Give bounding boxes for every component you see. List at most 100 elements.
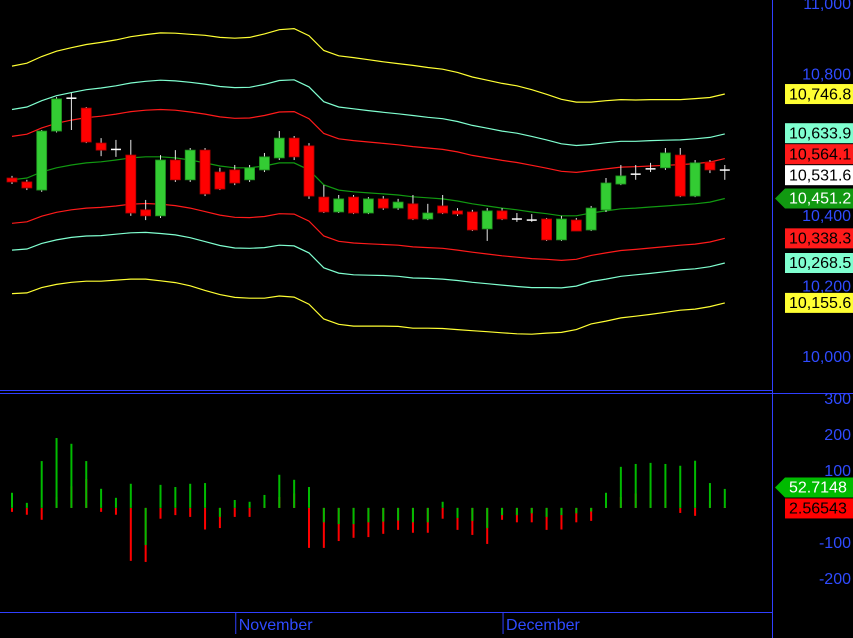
histogram-bar [114,497,117,508]
histogram-bar [233,499,236,508]
value-box [785,253,853,274]
histogram-bar [515,507,518,523]
histogram-bar [545,507,548,517]
value-label: 52.7148 [789,480,847,497]
histogram-bar [55,438,58,508]
value-label: 10,268.5 [789,255,851,272]
y-tick-label: 200 [824,427,851,444]
histogram-bar [322,507,325,548]
value-label: 10,633.9 [789,125,851,142]
candle-body [288,137,300,158]
candle-body [392,201,404,209]
value-box [775,477,853,498]
candle-body [273,137,285,159]
candle-body [333,198,345,213]
histogram-bar [308,507,310,548]
value-box [785,144,853,165]
histogram-bar [545,507,548,530]
histogram-bar [204,483,207,508]
value-label: 10,746.8 [789,86,851,103]
value-box [785,123,853,144]
candle-body [259,156,270,171]
y-tick-label: -200 [819,571,851,588]
candle-body [496,210,508,220]
histogram-bar [694,507,697,516]
histogram-bar [25,507,28,515]
histogram-bar [278,474,281,508]
candle-body [36,130,48,191]
candle-body [21,181,33,189]
histogram-bar [25,502,28,508]
x-tick-label: December [506,617,580,634]
candle-body [466,211,478,231]
band-line [11,231,725,289]
candle-body [704,161,716,171]
value-label: 10,564.1 [789,146,851,163]
y-tick-label: 10,000 [802,349,851,366]
value-box [785,292,853,313]
y-tick-label: 11,000 [803,0,851,13]
band-line [11,278,725,335]
candle-body [95,142,107,151]
histogram-bar [708,483,711,508]
candle-body [600,182,612,211]
value-box [775,188,853,209]
histogram-bar [218,507,221,529]
histogram-bar [411,507,414,523]
candle-body [348,196,359,214]
candle-body [184,149,196,181]
histogram-bar [159,507,162,519]
histogram-bar [322,507,325,523]
value-label: 10,531.6 [789,167,851,184]
candle-body [689,162,701,197]
histogram-bar [159,484,162,508]
histogram-bar [560,507,563,516]
histogram-bar [337,507,340,542]
y-tick-label: 10,200 [802,278,851,295]
histogram-bar [70,443,73,508]
histogram-bar [40,461,43,508]
histogram-bar [456,507,459,530]
histogram-bar [456,507,459,518]
histogram-bar [189,483,192,508]
histogram-bar [40,507,43,520]
histogram-bar [397,507,400,521]
x-tick-label: November [239,617,313,634]
plot-layer: 10,000 10,200 10,400 10,800 11,000 November De… [6,0,851,634]
histogram-bar [694,460,697,508]
histogram-bar [367,507,370,523]
histogram-bar [174,507,177,516]
histogram-bar [382,507,385,522]
candle-body [140,209,152,217]
histogram-bar [679,507,682,513]
histogram-bar [575,507,578,514]
candle-body [229,169,241,184]
band-line [11,108,725,174]
candle-body [437,205,449,214]
candle-body [570,219,582,232]
candle-body [481,210,493,230]
histogram-bar [248,501,251,508]
histogram-bar [515,507,518,516]
band-line [11,79,725,147]
y-tick-label: -100 [819,535,851,552]
candle-body [199,149,211,195]
candle-body [541,218,552,241]
candle-body [377,198,389,209]
histogram-bar [248,507,251,517]
histogram-bar [129,507,132,561]
candle-body [422,212,434,220]
histogram-bar [664,463,667,508]
candle-body [674,154,686,197]
histogram-bar [100,488,103,508]
histogram-bar [293,479,296,508]
value-box [785,165,853,186]
candle-body [362,198,374,214]
histogram-bar [679,465,682,508]
histogram-bar [233,507,236,517]
histogram-bar [263,494,266,508]
histogram-bar [174,487,177,508]
histogram-bar [11,507,13,512]
